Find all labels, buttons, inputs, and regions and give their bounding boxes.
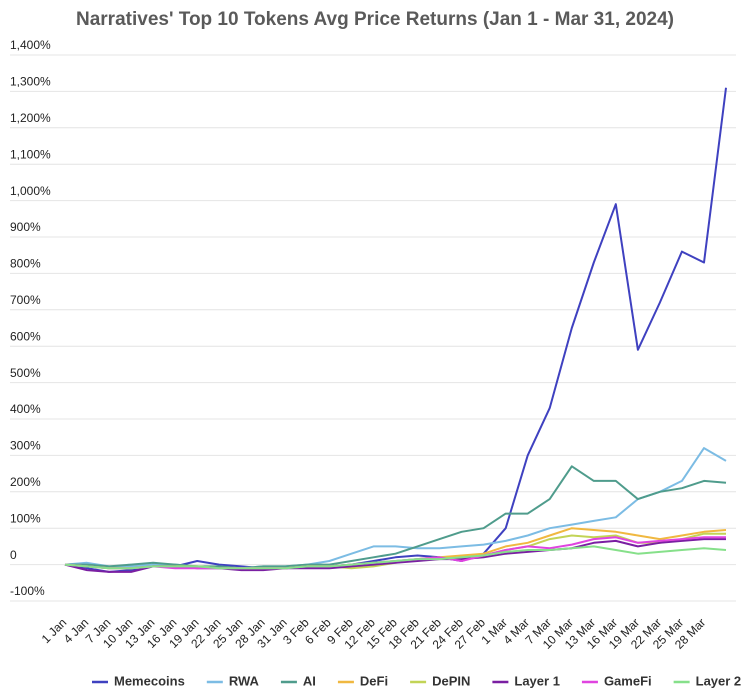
legend-label: GameFi — [604, 673, 652, 688]
y-tick-label: 1,000% — [10, 184, 51, 198]
y-tick-label: 100% — [10, 511, 41, 525]
y-tick-label: 500% — [10, 366, 41, 380]
legend-item: Memecoins — [92, 673, 185, 688]
y-tick-label: 200% — [10, 475, 41, 489]
y-tick-label: 900% — [10, 220, 41, 234]
series-line — [64, 447, 727, 570]
legend-item: Layer 2 — [673, 673, 742, 688]
legend-label: Layer 1 — [514, 673, 560, 688]
y-tick-label: 1,100% — [10, 147, 51, 161]
legend-label: RWA — [229, 673, 260, 688]
chart-title: Narratives' Top 10 Tokens Avg Price Retu… — [76, 9, 674, 30]
series-line — [64, 545, 727, 570]
legend-item: DePIN — [410, 673, 470, 688]
y-tick-label: 600% — [10, 329, 41, 343]
legend-item: AI — [280, 673, 316, 688]
y-tick-label: 700% — [10, 293, 41, 307]
y-tick-label: 0 — [10, 548, 17, 562]
legend-label: DePIN — [432, 673, 470, 688]
y-tick-label: 800% — [10, 257, 41, 271]
legend-label: Memecoins — [114, 673, 185, 688]
series-line — [65, 465, 727, 570]
y-tick-label: 1,300% — [10, 75, 51, 89]
series-line — [64, 87, 727, 573]
legend-item: DeFi — [337, 673, 388, 688]
legend-label: Layer 2 — [696, 673, 742, 688]
y-tick-label: -100% — [10, 584, 45, 598]
y-tick-label: 1,200% — [10, 111, 51, 125]
legend-item: Layer 1 — [492, 673, 560, 688]
legend-label: DeFi — [360, 673, 388, 688]
legend-item: RWA — [206, 673, 260, 688]
y-tick-label: 1,400% — [10, 38, 51, 52]
y-tick-label: 400% — [10, 402, 41, 416]
legend-item: GameFi — [581, 673, 652, 688]
y-tick-label: 300% — [10, 439, 41, 453]
legend-label: AI — [303, 673, 316, 688]
